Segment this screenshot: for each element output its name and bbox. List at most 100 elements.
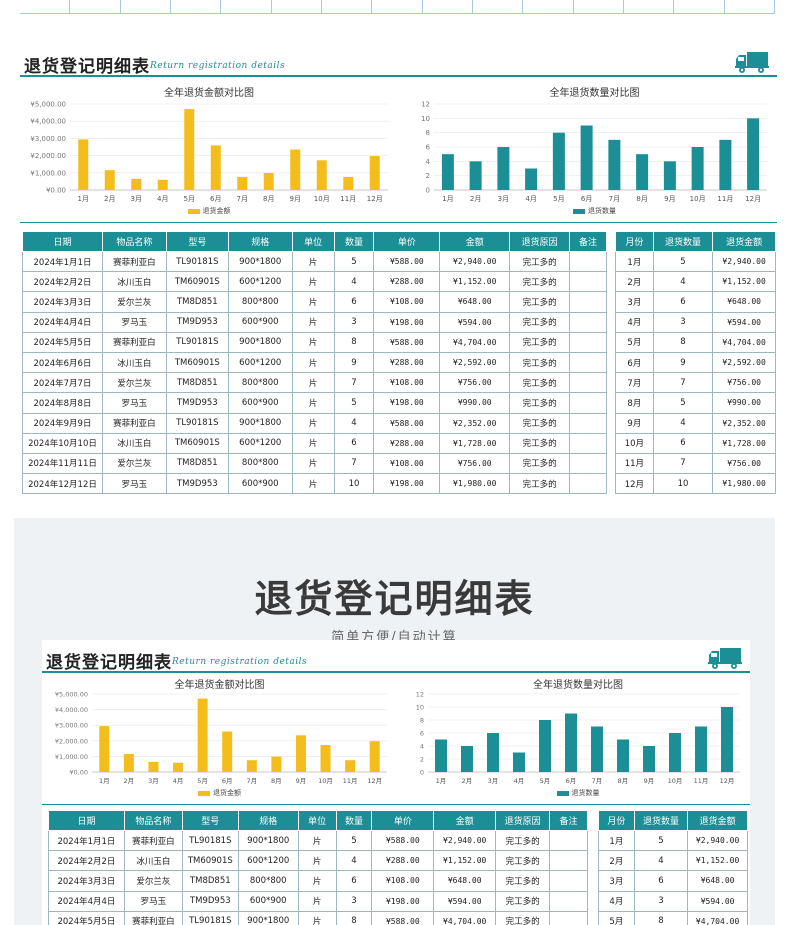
table-cell: 10 (333, 473, 375, 495)
x-tick-label: 6月 (581, 195, 592, 203)
table-cell: 片 (291, 412, 335, 434)
bar (271, 756, 282, 772)
table-cell: 赛菲利亚白 (101, 412, 167, 434)
table-cell: 7 (333, 452, 375, 475)
table-row: 2月 4 ¥1,152.00 (598, 850, 748, 872)
table-cell: 冰川玉白 (123, 850, 183, 872)
y-tick-label: ¥1,000.00 (55, 753, 88, 761)
quantity-chart-title: 全年退货数量对比图 (533, 680, 623, 691)
x-tick-label: 5月 (184, 195, 195, 203)
x-tick-label: 11月 (717, 195, 733, 203)
table-cell: 800*800 (227, 291, 293, 313)
table-cell: 6 (652, 432, 714, 454)
y-tick-label: ¥0.00 (69, 769, 88, 777)
table-cell: 4月 (598, 890, 635, 912)
table-cell: 罗马玉 (101, 392, 167, 414)
x-tick-label: 8月 (636, 195, 647, 203)
x-tick-label: 4月 (525, 195, 536, 203)
table-cell: TM60901S (181, 850, 239, 872)
grid-cell (725, 0, 775, 13)
table-row: 2024年9月9日 赛菲利亚白 TL90181S 900*1800 片 4 ¥588.00 ¥… (22, 412, 607, 434)
table-cell: 5 (333, 392, 375, 414)
truck-icon (708, 648, 742, 669)
grid-cell (574, 0, 624, 13)
table-cell: 600*1200 (237, 850, 299, 872)
y-tick-label: ¥4,000.00 (55, 706, 88, 714)
bar (104, 170, 115, 190)
column-header: 退货数量 (652, 231, 714, 252)
x-tick-label: 8月 (263, 195, 274, 203)
table-cell: 6月 (615, 351, 654, 374)
column-header: 单位 (297, 810, 337, 831)
table-cell: ¥1,728.00 (712, 432, 776, 454)
bar (290, 149, 301, 190)
x-tick-label: 12月 (720, 777, 735, 785)
y-tick-label: 8 (426, 129, 430, 137)
x-tick-label: 1月 (99, 777, 110, 785)
x-tick-label: 12月 (745, 195, 761, 203)
amount-chart: 全年退货金额对比图 ¥0.00 ¥1,000.00 ¥2,000.00 ¥3,000.… (42, 674, 397, 802)
table-cell (569, 412, 607, 434)
y-tick-label: ¥5,000.00 (30, 101, 66, 109)
table-cell: 2024年3月3日 (48, 870, 125, 892)
table-cell: 900*1800 (237, 910, 299, 925)
table-cell: 片 (291, 452, 335, 475)
table-cell: ¥2,940.00 (687, 829, 748, 852)
table-cell: 冰川玉白 (101, 271, 167, 293)
table-row: 6月 9 ¥2,592.00 (615, 351, 776, 374)
table-cell: 片 (291, 392, 335, 414)
table-cell: 2024年5月5日 (22, 331, 103, 353)
x-tick-label: 7月 (592, 777, 603, 785)
table-cell: 600*1200 (227, 271, 293, 293)
table-cell (569, 452, 607, 475)
table-row: 12月 10 ¥1,980.00 (615, 473, 776, 495)
table-row: 2024年5月5日 赛菲利亚白 TL90181S 900*1800 片 8 ¥588.00 ¥… (22, 331, 607, 353)
column-header: 退货原因 (509, 231, 571, 252)
sheet-header: 退货登记明细表 Return registration details (42, 640, 750, 674)
table-cell: 900*1800 (227, 412, 293, 434)
table-cell: ¥990.00 (712, 392, 776, 414)
x-tick-label: 10月 (668, 777, 683, 785)
promo-panel: 退货登记明细表 简单方便/自动计算 退货登记明细表 Return registr… (14, 518, 775, 925)
bar (636, 154, 649, 190)
table-cell: 800*800 (227, 372, 293, 394)
table-cell: 8 (335, 910, 373, 925)
x-tick-label: 1月 (442, 195, 453, 203)
table-cell: 6 (335, 870, 373, 892)
table-cell: ¥2,592.00 (439, 351, 511, 374)
legend-swatch (573, 208, 585, 214)
table-cell: ¥288.00 (371, 850, 435, 872)
table-row: 2024年7月7日 爱尔兰灰 TM8D851 800*800 片 7 ¥108.00 ¥756… (22, 372, 607, 394)
header-rule (42, 671, 750, 673)
table-cell: 完工多的 (509, 392, 571, 414)
table-cell: 完工多的 (509, 250, 571, 273)
column-header: 月份 (615, 231, 654, 252)
table-cell: 罗马玉 (101, 473, 167, 495)
table-cell: 5 (333, 250, 375, 273)
table-cell: TL90181S (181, 910, 239, 925)
table-cell: 赛菲利亚白 (101, 331, 167, 353)
column-header: 单价 (373, 231, 441, 252)
table-row: 2月 4 ¥1,152.00 (615, 271, 776, 293)
table-cell: ¥588.00 (373, 331, 441, 353)
grid-cell (121, 0, 171, 13)
grid-cell (423, 0, 473, 13)
header-rule (20, 75, 777, 77)
table-cell: 10 (652, 473, 714, 495)
table-cell: 4 (333, 412, 375, 434)
table-cell: ¥108.00 (371, 870, 435, 892)
bar (497, 147, 510, 190)
bar (580, 125, 593, 190)
x-tick-label: 2月 (124, 777, 135, 785)
bar (608, 139, 621, 190)
quantity-chart-plot: 0 2 4 6 8 10 12 1月 2月 3月 4月 5月 6月 7月 8月 9月 10月 11月 12月 (421, 101, 767, 203)
table-cell: ¥2,940.00 (433, 829, 497, 852)
x-tick-label: 10月 (318, 777, 333, 785)
table-cell: 2月 (598, 850, 635, 872)
table-cell: 11月 (615, 452, 654, 475)
table-cell: 片 (291, 311, 335, 333)
table-cell: ¥198.00 (371, 890, 435, 912)
x-tick-label: 11月 (343, 777, 358, 785)
table-cell: 2月 (615, 271, 654, 293)
table-row: 2024年3月3日 爱尔兰灰 TM8D851 800*800 片 6 ¥108.00 ¥648… (22, 291, 607, 313)
